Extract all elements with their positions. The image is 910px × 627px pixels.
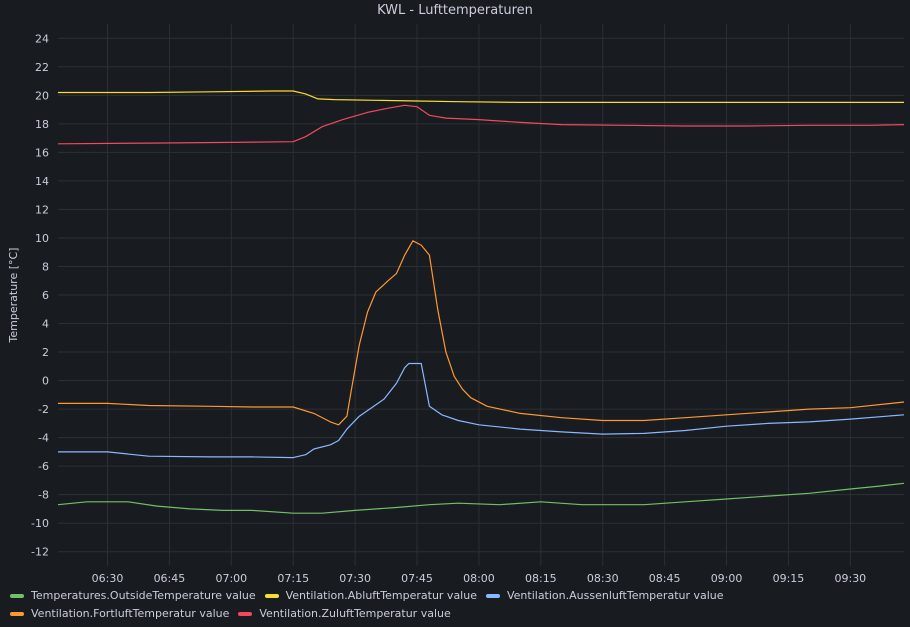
- y-tick-label: 6: [42, 289, 49, 302]
- series-line-4: [57, 104, 905, 145]
- y-tick-label: 18: [35, 118, 49, 131]
- x-tick-label: 07:45: [401, 572, 433, 585]
- panel-title: KWL - Lufttemperaturen: [377, 3, 533, 18]
- y-tick-label: 2: [42, 346, 49, 359]
- y-tick-label: -10: [31, 517, 49, 530]
- legend-label: Ventilation.FortluftTemperatur value: [31, 607, 230, 620]
- y-tick-label: -8: [38, 489, 49, 502]
- y-tick-label: 4: [42, 318, 49, 331]
- y-tick-label: 16: [35, 146, 49, 159]
- series-line-3: [58, 240, 905, 426]
- x-tick-label: 09:00: [711, 572, 743, 585]
- x-tick-label: 06:30: [92, 572, 124, 585]
- y-tick-label: 10: [35, 232, 49, 245]
- legend-item[interactable]: Ventilation.FortluftTemperatur value: [10, 607, 229, 621]
- y-tick-label: 24: [35, 32, 49, 45]
- series-line-1: [58, 90, 904, 103]
- legend-item[interactable]: Ventilation.AbluftTemperatur value: [264, 589, 477, 603]
- legend-item[interactable]: Ventilation.ZuluftTemperatur value: [238, 607, 451, 621]
- y-tick-label: 8: [42, 260, 49, 273]
- x-tick-label: 09:30: [834, 572, 866, 585]
- y-tick-label: 14: [35, 175, 49, 188]
- y-tick-label: 12: [35, 203, 49, 216]
- y-tick-label: 0: [42, 375, 49, 388]
- y-tick-label: 20: [35, 89, 49, 102]
- y-tick-label: 22: [35, 61, 49, 74]
- series-line-0: [57, 482, 905, 514]
- x-tick-label: 07:00: [215, 572, 247, 585]
- legend-swatch: [10, 612, 24, 616]
- legend-label: Ventilation.AussenluftTemperatur value: [506, 589, 724, 602]
- legend: Temperatures.OutsideTemperature value Ven…: [10, 589, 905, 621]
- x-tick-label: 08:00: [463, 572, 495, 585]
- legend-swatch: [238, 612, 253, 616]
- legend-label: Ventilation.ZuluftTemperatur value: [259, 607, 451, 620]
- y-axis-label: Temperature [°C]: [7, 248, 20, 344]
- legend-swatch: [10, 594, 24, 598]
- x-tick-label: 07:15: [277, 572, 309, 585]
- legend-item[interactable]: Temperatures.OutsideTemperature value: [10, 589, 256, 603]
- legend-swatch: [485, 594, 500, 598]
- legend-item[interactable]: Ventilation.AussenluftTemperatur value: [485, 589, 724, 603]
- legend-label: Ventilation.AbluftTemperatur value: [285, 589, 477, 602]
- y-tick-label: -2: [38, 403, 49, 416]
- y-tick-label: -4: [38, 432, 49, 445]
- y-tick-label: -12: [31, 546, 49, 559]
- x-tick-label: 08:30: [587, 572, 619, 585]
- x-tick-label: 07:30: [339, 572, 371, 585]
- series-line-2: [58, 362, 905, 459]
- legend-swatch: [264, 594, 279, 598]
- legend-label: Temperatures.OutsideTemperature value: [31, 589, 256, 602]
- x-tick-label: 08:45: [649, 572, 681, 585]
- x-tick-label: 08:15: [525, 572, 557, 585]
- line-chart: 242220181614121086420-2-4-6-8-10-1206:30…: [7, 24, 905, 585]
- x-tick-label: 09:15: [773, 572, 805, 585]
- y-tick-label: -6: [38, 460, 49, 473]
- x-tick-label: 06:45: [154, 572, 186, 585]
